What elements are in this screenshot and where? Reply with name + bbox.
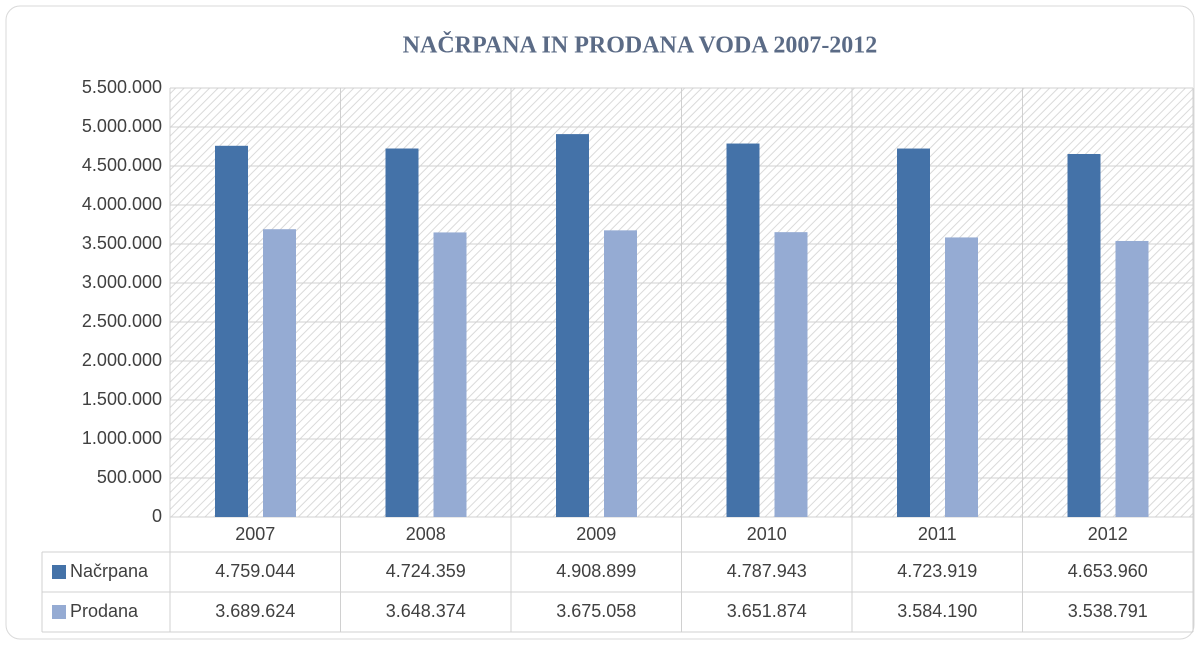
y-tick-label: 3.000.000	[82, 272, 162, 292]
y-tick-label: 5.500.000	[82, 77, 162, 97]
legend-label: Načrpana	[70, 561, 149, 581]
bar	[1115, 240, 1149, 517]
bar	[215, 145, 248, 518]
bar	[604, 230, 637, 518]
table-value: 4.908.899	[556, 561, 636, 581]
y-tick-label: 2.000.000	[82, 350, 162, 370]
bar	[263, 229, 296, 517]
table-value: 4.723.919	[897, 561, 977, 581]
y-tick-label: 1.500.000	[82, 389, 162, 409]
x-tick-label: 2012	[1088, 524, 1128, 544]
legend-key	[52, 565, 66, 579]
x-tick-label: 2011	[918, 524, 957, 544]
y-tick-label: 4.500.000	[82, 155, 162, 175]
table-value: 3.648.374	[386, 601, 466, 621]
bar	[726, 143, 760, 517]
table-value: 3.538.791	[1068, 601, 1148, 621]
table-value: 4.724.359	[386, 561, 466, 581]
chart-title: NAČRPANA IN PRODANA VODA 2007-2012	[403, 32, 878, 59]
x-tick-label: 2008	[406, 524, 446, 544]
bar	[774, 232, 808, 518]
bar	[897, 148, 930, 518]
y-tick-label: 4.000.000	[82, 194, 162, 214]
table-value: 3.689.624	[215, 601, 295, 621]
table-value: 4.787.943	[727, 561, 807, 581]
y-tick-label: 5.000.000	[82, 116, 162, 136]
bar	[433, 232, 467, 518]
y-tick-label: 2.500.000	[82, 311, 162, 331]
table-value: 3.651.874	[727, 601, 807, 621]
y-tick-label: 0	[152, 506, 162, 526]
table-value: 4.653.960	[1068, 561, 1148, 581]
y-tick-label: 500.000	[97, 467, 162, 487]
bar	[556, 134, 589, 517]
x-tick-label: 2007	[235, 524, 275, 544]
y-tick-label: 3.500.000	[82, 233, 162, 253]
y-tick-label: 1.000.000	[82, 428, 162, 448]
table-value: 3.584.190	[897, 601, 977, 621]
x-tick-label: 2010	[747, 524, 787, 544]
bar	[385, 148, 419, 517]
bar	[945, 237, 978, 518]
legend-key	[52, 605, 66, 619]
bar	[1067, 153, 1101, 517]
table-value: 3.675.058	[556, 601, 636, 621]
table-value: 4.759.044	[215, 561, 295, 581]
legend-label: Prodana	[70, 601, 139, 621]
x-tick-label: 2009	[576, 524, 616, 544]
